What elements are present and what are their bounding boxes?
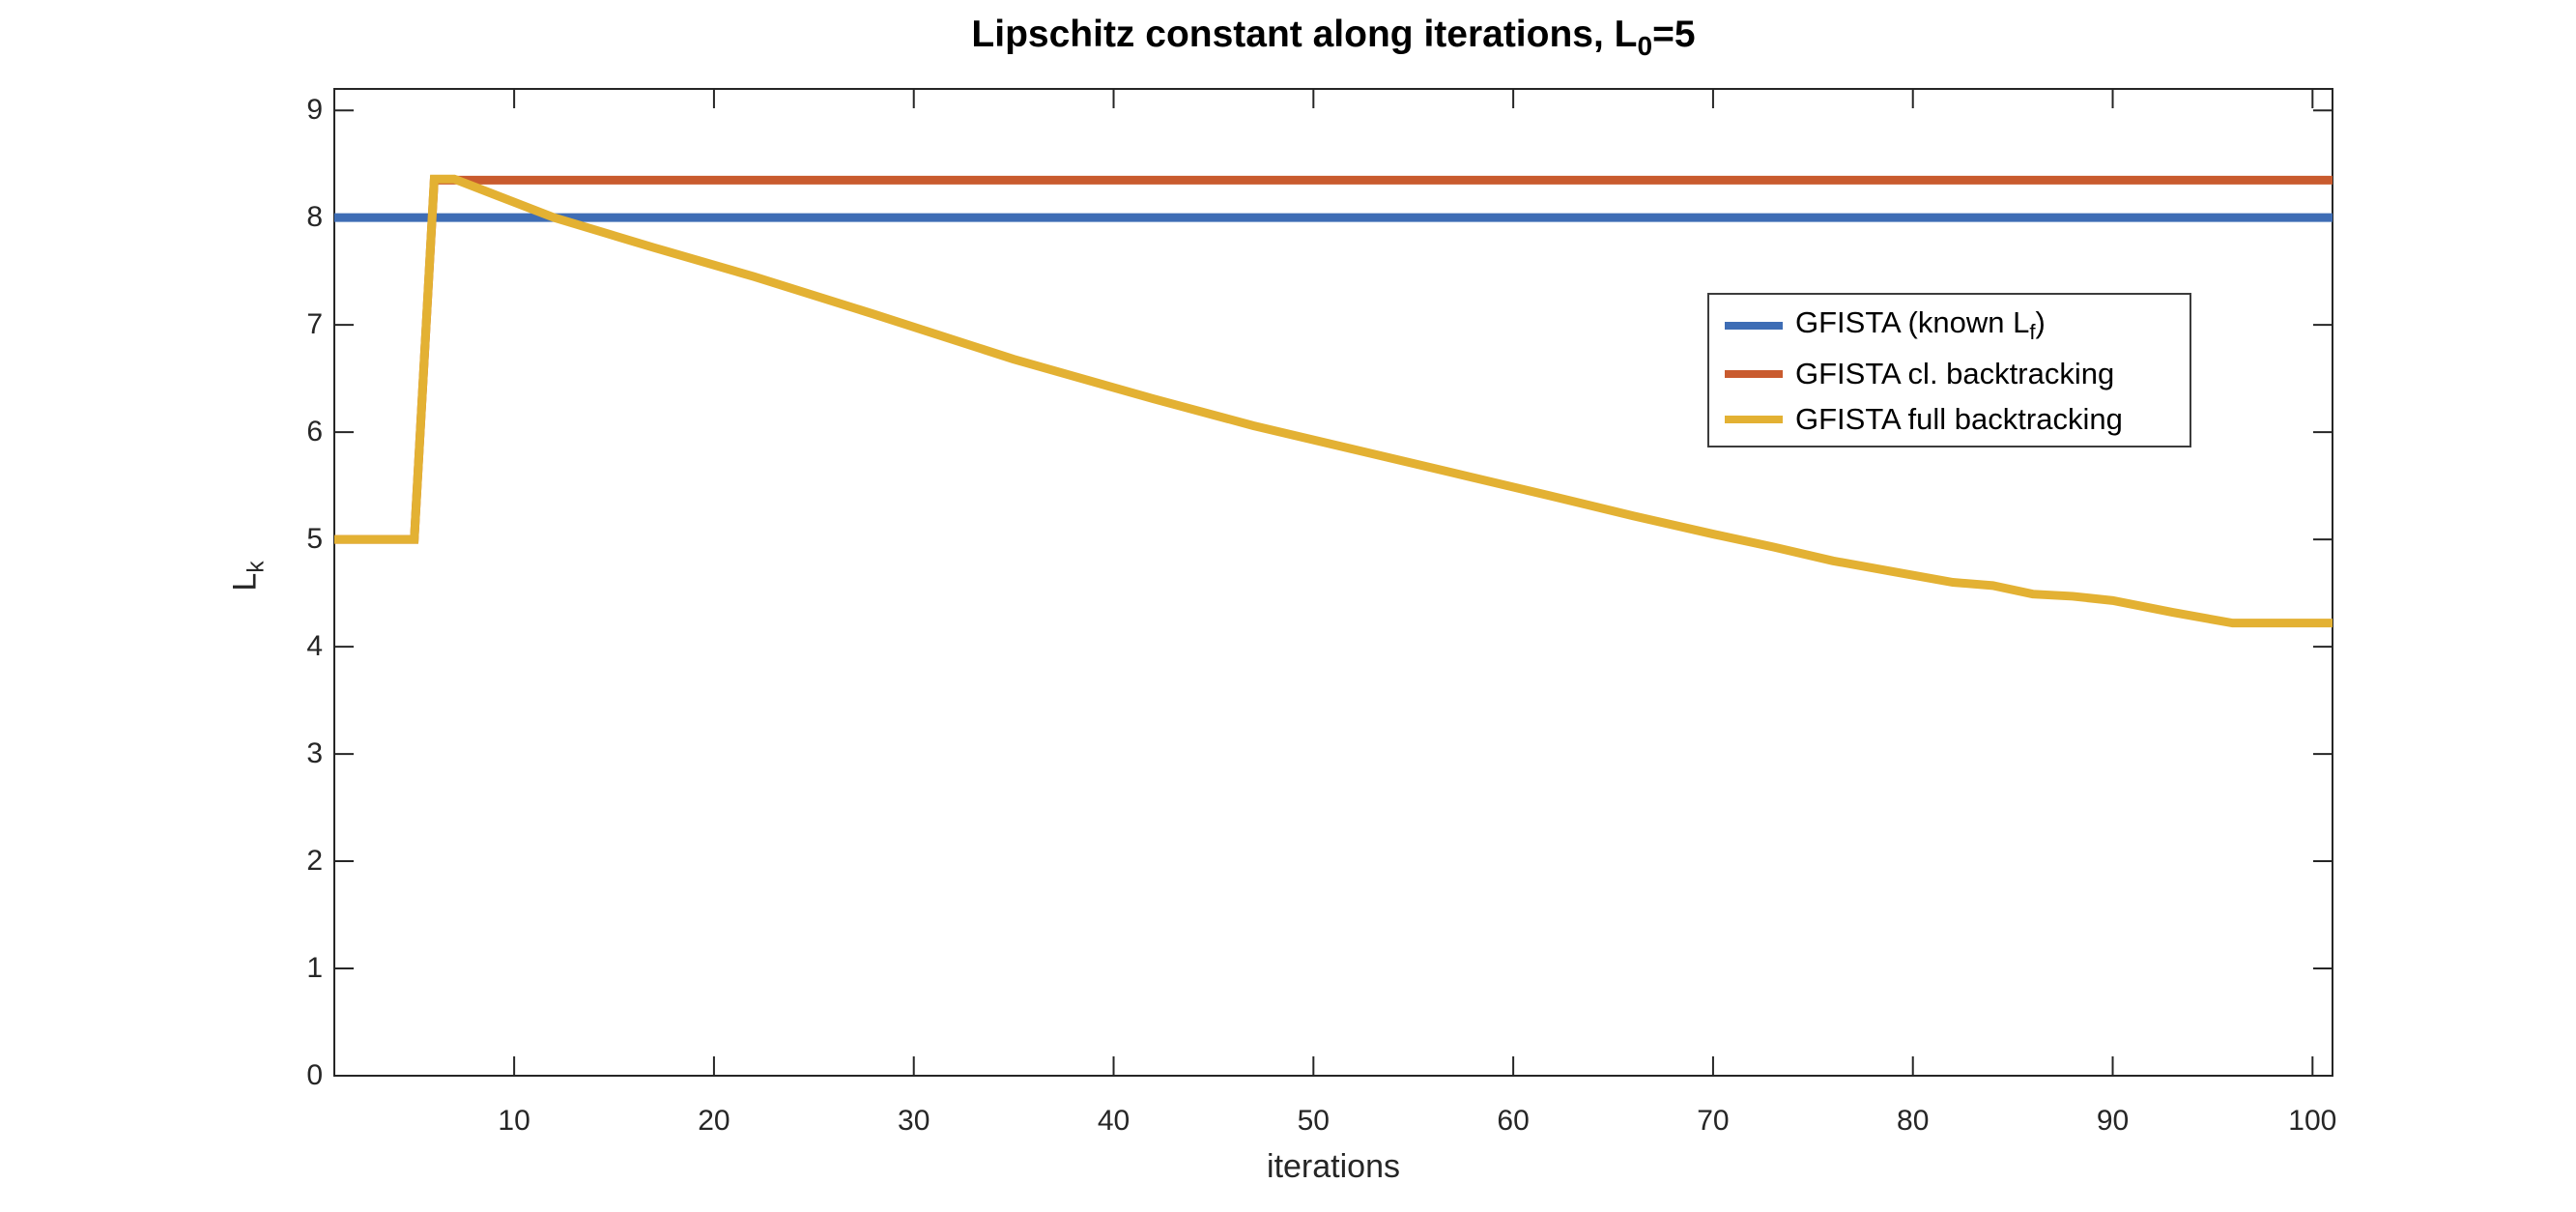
axes-box (333, 88, 2333, 1077)
subscript-text: 0 (1637, 30, 1653, 61)
y-tick-label: 9 (306, 94, 323, 127)
text-part: GFISTA cl. backtracking (1795, 356, 2115, 390)
y-tick-label: 7 (306, 308, 323, 341)
y-tick-label: 8 (306, 201, 323, 234)
text-part: GFISTA (known L (1795, 305, 2030, 340)
legend-line-swatch (1725, 415, 1783, 423)
y-tick-label: 6 (306, 416, 323, 448)
y-tick-label: 0 (306, 1059, 323, 1091)
x-tick-label: 70 (1697, 1105, 1730, 1137)
text-part: L (226, 572, 264, 592)
x-tick-label: 20 (698, 1105, 730, 1137)
text-part: ) (2035, 305, 2046, 340)
x-tick-label: 90 (2096, 1105, 2130, 1137)
legend-label: GFISTA (known Lf) (1795, 305, 2046, 345)
y-tick-label: 2 (306, 845, 323, 878)
x-tick-label: 10 (498, 1105, 530, 1137)
legend-label: GFISTA full backtracking (1795, 402, 2123, 437)
text-part: GFISTA full backtracking (1795, 401, 2123, 436)
y-tick-label: 3 (306, 737, 323, 770)
y-axis-label: Lk (227, 561, 271, 591)
text-part: Lipschitz constant along iterations, L (971, 14, 1638, 55)
x-tick-label: 40 (1097, 1105, 1131, 1137)
x-tick-label: 30 (898, 1105, 930, 1137)
text-part: =5 (1652, 14, 1696, 55)
x-tick-label: 100 (2288, 1105, 2337, 1137)
legend-label: GFISTA cl. backtracking (1795, 357, 2114, 391)
legend-item-2: GFISTA full backtracking (1725, 402, 2190, 437)
y-tick-label: 5 (306, 523, 323, 556)
legend-line-swatch (1725, 369, 1783, 378)
y-tick-label: 4 (306, 630, 323, 663)
x-axis-label: iterations (1267, 1148, 1400, 1185)
chart-title: Lipschitz constant along iterations, L0=… (971, 14, 1695, 62)
x-tick-label: 60 (1497, 1105, 1530, 1137)
legend-line-swatch (1725, 322, 1783, 331)
y-tick-label: 1 (306, 952, 323, 985)
series-line-2 (334, 174, 2333, 628)
legend-item-1: GFISTA cl. backtracking (1725, 357, 2190, 391)
legend-item-0: GFISTA (known Lf) (1725, 305, 2190, 345)
legend: GFISTA (known Lf) GFISTA cl. backtracking… (1707, 293, 2191, 447)
subscript-text: f (2029, 320, 2036, 345)
x-tick-label: 80 (1897, 1105, 1930, 1137)
subscript-text: k (243, 561, 270, 573)
x-tick-label: 50 (1297, 1105, 1330, 1137)
